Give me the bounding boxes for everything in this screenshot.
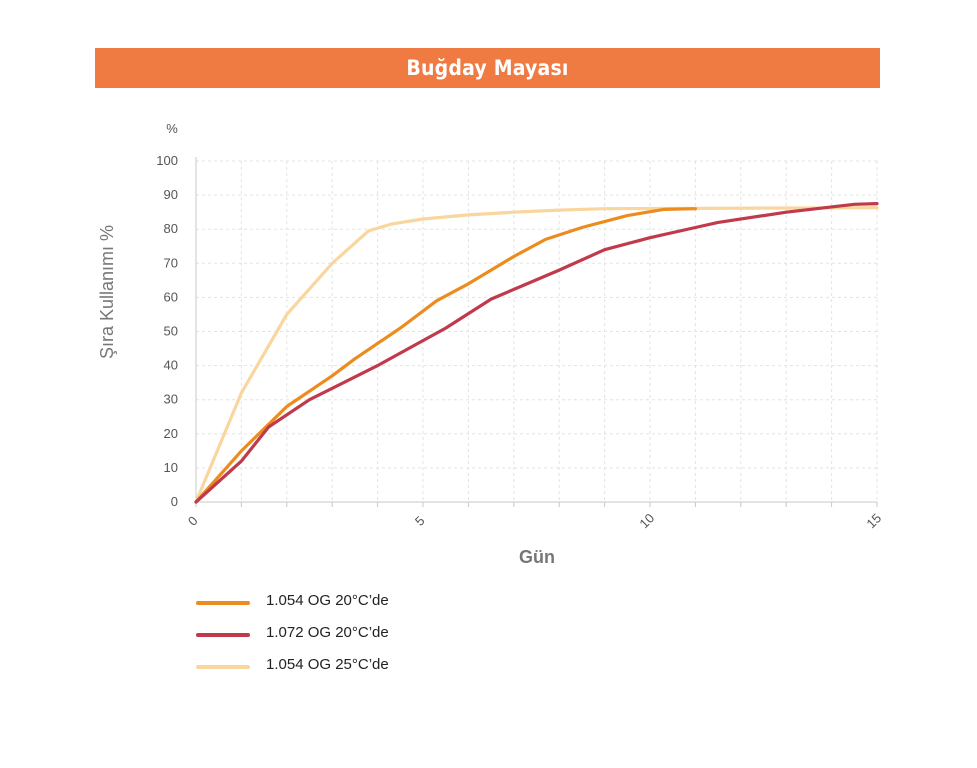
- y-tick-label: 30: [164, 392, 178, 407]
- y-tick-label: 0: [171, 494, 178, 509]
- y-tick-label: 20: [164, 426, 178, 441]
- x-axis-title: Gün: [519, 547, 555, 567]
- legend-label: 1.054 OG 25°C’de: [266, 656, 389, 673]
- legend-swatch: [196, 665, 250, 669]
- axis-labels: 0 10 20 30 40 50 60 70 80 90 100 0 5 10 15% Gün Şıra Kul…: [97, 121, 884, 567]
- x-tick-label: 15: [863, 510, 884, 531]
- x-tick-label: 5: [412, 513, 428, 529]
- series-group: [194, 202, 879, 504]
- y-tick-label: 100: [156, 153, 178, 168]
- axes: [195, 157, 878, 507]
- y-tick-label: 40: [164, 358, 178, 373]
- y-axis-title: Şıra Kullanımı %: [97, 225, 117, 359]
- y-tick-label: 60: [164, 289, 178, 304]
- y-tick-label: 80: [164, 221, 178, 236]
- legend-swatch: [196, 601, 250, 605]
- series-line-3: [194, 206, 879, 504]
- y-tick-label: 50: [164, 324, 178, 339]
- x-tick-label: 10: [636, 510, 657, 531]
- y-tick-label: 10: [164, 460, 178, 475]
- series-line-2: [194, 202, 879, 504]
- title-banner: Buğday Mayası: [95, 48, 880, 88]
- series-line-1: [194, 207, 698, 504]
- x-tick-label: 0: [185, 513, 201, 529]
- y-tick-label: 70: [164, 255, 178, 270]
- y-tick-label: 90: [164, 187, 178, 202]
- y-unit-label: %: [166, 121, 178, 136]
- legend-label: 1.054 OG 20°C’de: [266, 592, 389, 609]
- legend-label: 1.072 OG 20°C’de: [266, 624, 389, 641]
- legend-swatch: [196, 633, 250, 637]
- chart-title: Buğday Mayası: [406, 56, 569, 80]
